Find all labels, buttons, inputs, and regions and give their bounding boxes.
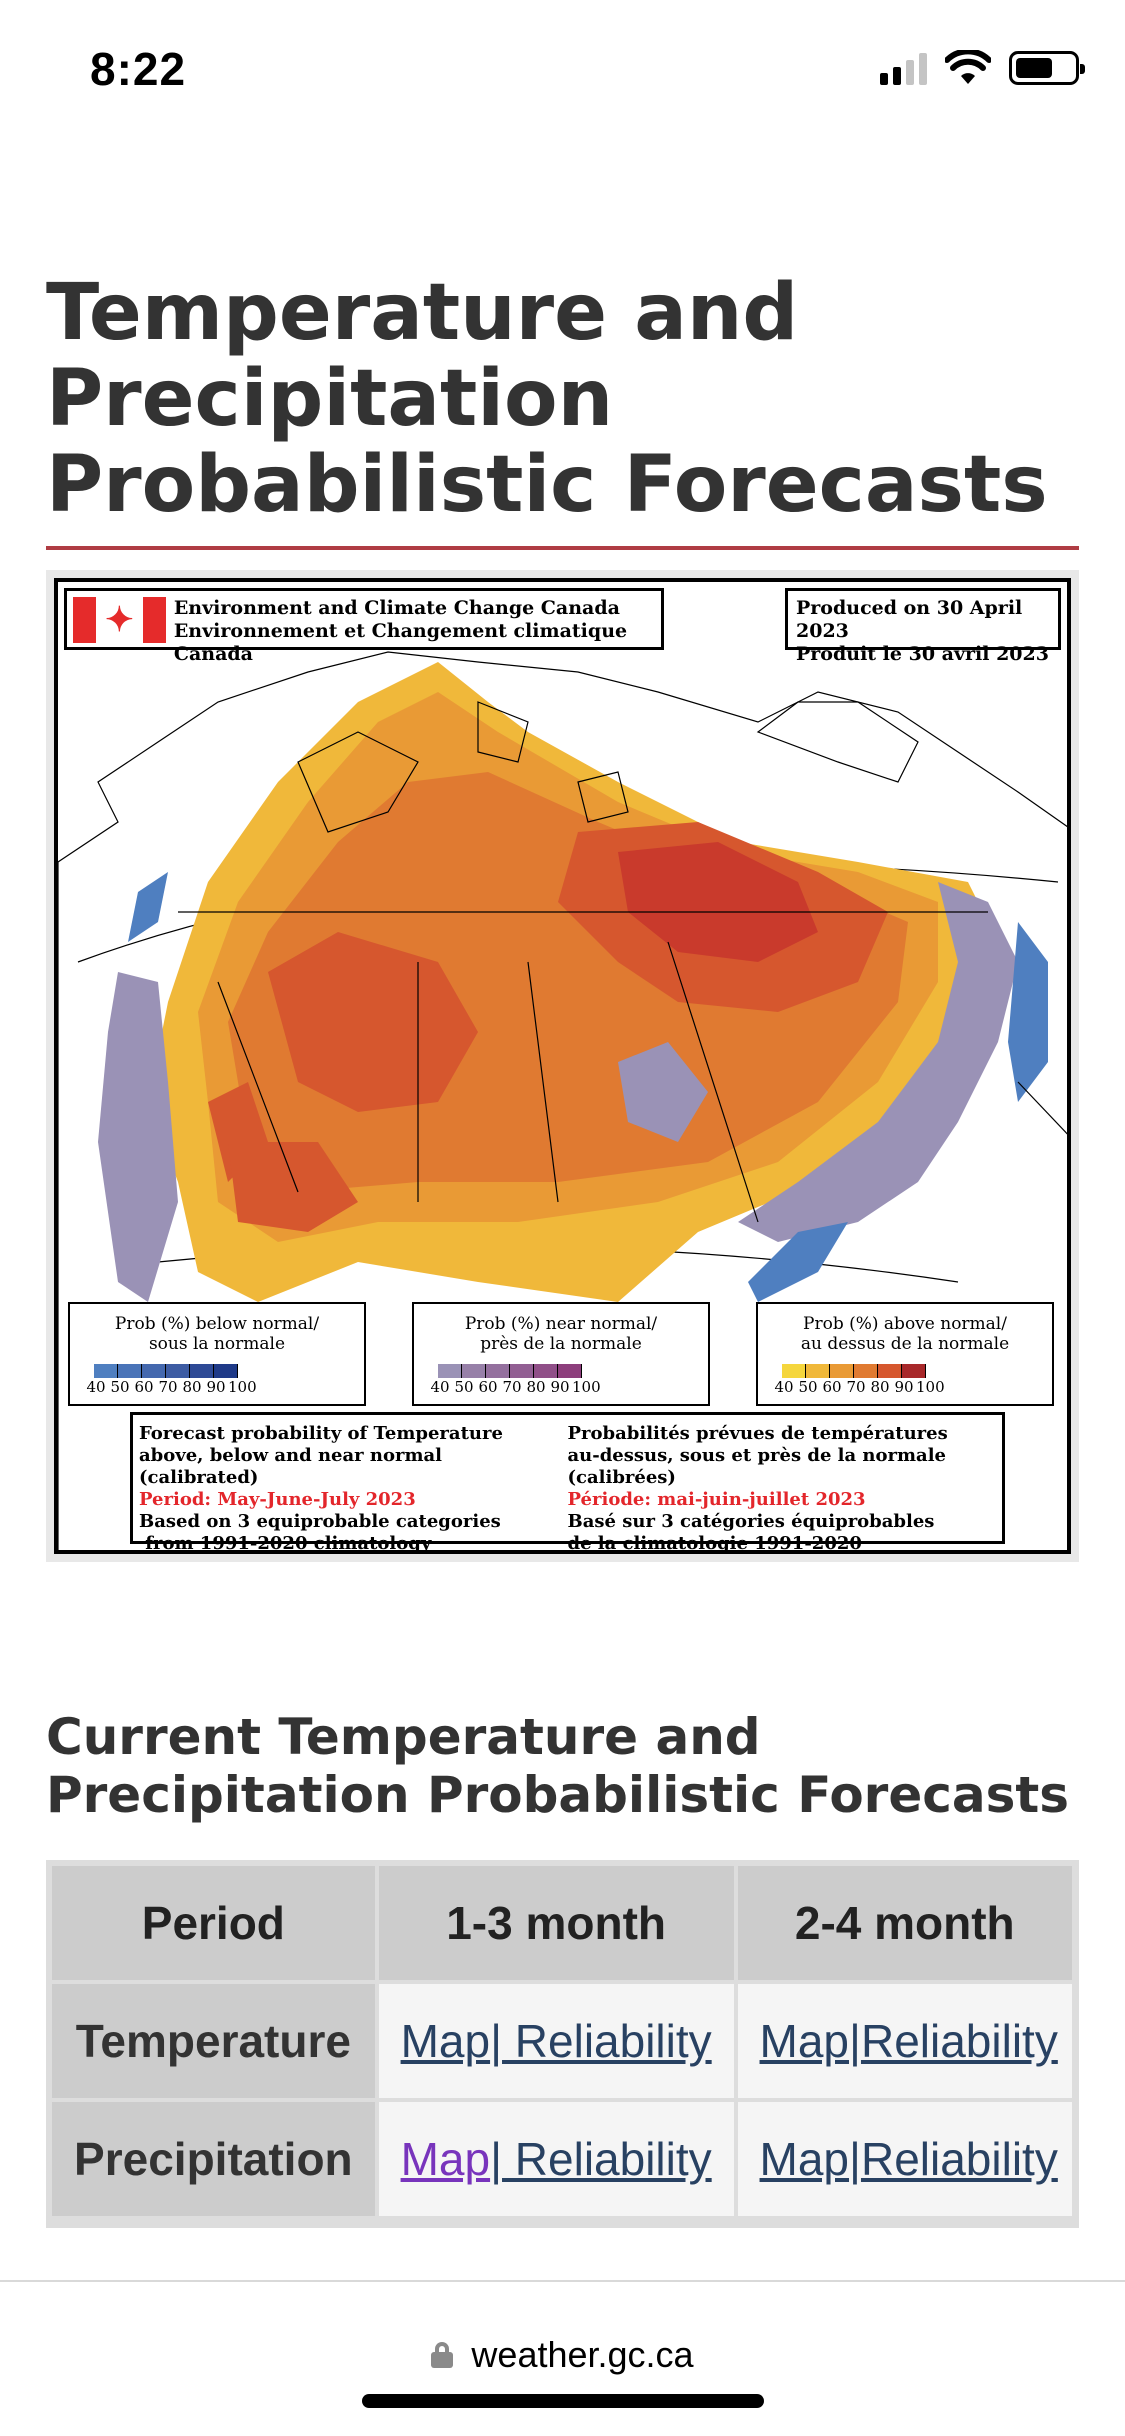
temperature-2-4-map-link[interactable]: Map: [759, 2015, 850, 2067]
column-header-2-4-month: 2-4 month: [737, 1866, 1072, 1980]
legend-title: Prob (%) above normal/: [803, 1314, 1007, 1334]
legend-subtitle: au dessus de la normale: [800, 1334, 1010, 1354]
table-row: Temperature Map| Reliability Map|Reliabi…: [52, 1984, 1072, 2098]
agency-name-fr: Environnement et Changement climatique C…: [173, 620, 628, 665]
column-header-1-3-month: 1-3 month: [378, 1866, 734, 1980]
legend-swatches: [782, 1364, 1052, 1378]
temperature-1-3-month-cell: Map| Reliability: [378, 1984, 734, 2098]
legend-subtitle: près de la normale: [480, 1334, 642, 1354]
forecast-period-fr: Période: mai-juin-juillet 2023: [567, 1489, 866, 1510]
precipitation-1-3-month-cell: Map| Reliability: [378, 2102, 734, 2216]
precipitation-2-4-reliability-link[interactable]: Reliability: [860, 2133, 1058, 2185]
row-label-precipitation: Precipitation: [52, 2102, 375, 2216]
info-french: Probabilités prévues de températures au-…: [567, 1423, 997, 1550]
legend-above-normal: Prob (%) above normal/ au dessus de la n…: [756, 1302, 1054, 1406]
status-icons: [880, 48, 1085, 88]
section-title: Current Temperature and Precipitation Pr…: [46, 1708, 1070, 1824]
page-title: Temperature and Precipitation Probabilis…: [46, 268, 1048, 530]
forecast-map-image[interactable]: ✦ Environment and Climate Change Canada …: [46, 570, 1079, 1562]
legend-ticks: 40 50 60 70 80 90 100: [430, 1378, 601, 1396]
browser-address-bar[interactable]: weather.gc.ca: [0, 2280, 1125, 2436]
table-header-row: Period 1-3 month 2-4 month: [52, 1866, 1072, 1980]
temperature-1-3-reliability-link[interactable]: Reliability: [502, 2015, 712, 2067]
legend-below-normal: Prob (%) below normal/ sous la normale 4…: [68, 1302, 366, 1406]
forecast-table[interactable]: Period 1-3 month 2-4 month Temperature M…: [46, 1860, 1079, 2228]
url-display[interactable]: weather.gc.ca: [0, 2334, 1125, 2376]
row-label-temperature: Temperature: [52, 1984, 375, 2098]
agency-header: ✦ Environment and Climate Change Canada …: [64, 588, 664, 665]
table-row: Precipitation Map| Reliability Map|Relia…: [52, 2102, 1072, 2216]
status-bar: 8:22: [0, 0, 1125, 140]
precipitation-1-3-reliability-link[interactable]: Reliability: [502, 2133, 712, 2185]
produced-en: Produced on 30 April 2023: [796, 597, 1023, 642]
battery-icon: [1009, 51, 1085, 85]
precipitation-2-4-map-link[interactable]: Map: [759, 2133, 850, 2185]
title-underline: [46, 546, 1079, 550]
precipitation-2-4-month-cell: Map|Reliability: [737, 2102, 1072, 2216]
temperature-2-4-reliability-link[interactable]: Reliability: [860, 2015, 1058, 2067]
home-indicator[interactable]: [362, 2394, 764, 2408]
wifi-icon: [945, 50, 991, 84]
forecast-info-box: Forecast probability of Temperature abov…: [130, 1412, 1005, 1550]
produced-fr: Produit le 30 avril 2023: [796, 643, 1049, 665]
lock-icon: [431, 2342, 454, 2368]
legend-swatches: [438, 1364, 708, 1378]
info-english: Forecast probability of Temperature abov…: [139, 1423, 568, 1550]
legend-ticks: 40 50 60 70 80 90 100: [774, 1378, 945, 1396]
legend-subtitle: sous la normale: [148, 1334, 286, 1354]
url-text: weather.gc.ca: [471, 2334, 694, 2375]
column-header-period: Period: [52, 1866, 375, 1980]
cellular-signal-icon: [880, 51, 927, 85]
temperature-2-4-month-cell: Map|Reliability: [737, 1984, 1072, 2098]
status-time: 8:22: [90, 43, 187, 95]
forecast-period-en: Period: May-June-July 2023: [139, 1489, 416, 1510]
agency-name-en: Environment and Climate Change Canada: [173, 597, 620, 619]
legend-title: Prob (%) near normal/: [464, 1314, 658, 1334]
legend-ticks: 40 50 60 70 80 90 100: [86, 1378, 257, 1396]
forecast-probability-map: [58, 651, 1067, 1550]
canada-flag-icon: ✦: [73, 597, 166, 643]
precipitation-1-3-map-link[interactable]: Map: [400, 2133, 491, 2185]
produced-date-box: Produced on 30 April 2023 Produit le 30 …: [785, 588, 1061, 665]
legend-near-normal: Prob (%) near normal/ près de la normale…: [412, 1302, 710, 1406]
forecast-map-frame: ✦ Environment and Climate Change Canada …: [54, 578, 1071, 1554]
legend-title: Prob (%) below normal/: [114, 1314, 320, 1334]
temperature-1-3-map-link[interactable]: Map: [400, 2015, 491, 2067]
legend-swatches: [94, 1364, 364, 1378]
